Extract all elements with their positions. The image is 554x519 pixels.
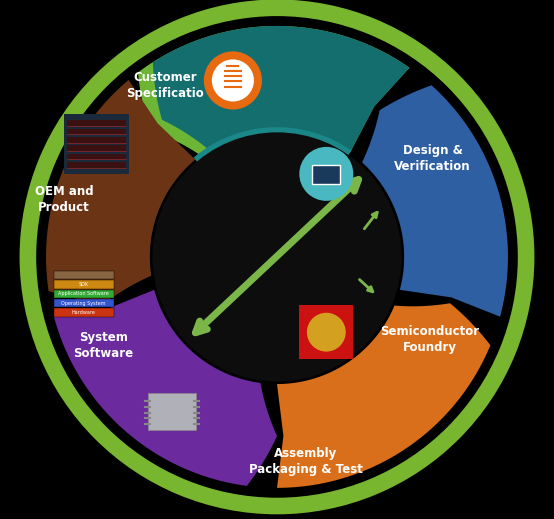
FancyBboxPatch shape	[299, 305, 353, 359]
Polygon shape	[362, 85, 508, 317]
Wedge shape	[19, 0, 535, 514]
Text: Hardware: Hardware	[71, 310, 96, 315]
Wedge shape	[193, 127, 351, 162]
FancyBboxPatch shape	[67, 137, 126, 143]
FancyBboxPatch shape	[54, 290, 114, 298]
FancyBboxPatch shape	[54, 280, 114, 289]
Circle shape	[152, 132, 402, 381]
FancyBboxPatch shape	[148, 393, 196, 430]
Polygon shape	[46, 80, 195, 303]
Polygon shape	[153, 26, 409, 153]
Text: OEM and
Product: OEM and Product	[35, 185, 94, 214]
FancyBboxPatch shape	[64, 114, 129, 174]
Text: Operating System: Operating System	[61, 301, 106, 306]
FancyBboxPatch shape	[67, 154, 126, 159]
FancyBboxPatch shape	[67, 120, 126, 126]
Text: Design &
Verification: Design & Verification	[394, 144, 471, 173]
Polygon shape	[54, 290, 277, 486]
Text: Customer
Specificatio: Customer Specificatio	[126, 71, 204, 100]
Text: Application Software: Application Software	[58, 291, 109, 296]
FancyBboxPatch shape	[54, 308, 114, 317]
FancyBboxPatch shape	[54, 299, 114, 307]
Circle shape	[206, 53, 260, 107]
Text: Assembly
Packaging & Test: Assembly Packaging & Test	[249, 447, 362, 476]
FancyBboxPatch shape	[54, 271, 114, 279]
Polygon shape	[277, 303, 490, 488]
FancyBboxPatch shape	[67, 129, 126, 134]
FancyBboxPatch shape	[67, 145, 126, 151]
Circle shape	[212, 59, 254, 102]
Circle shape	[307, 313, 346, 351]
Text: SDK: SDK	[79, 282, 89, 287]
Polygon shape	[138, 26, 409, 155]
FancyBboxPatch shape	[312, 165, 340, 184]
Text: System
Software: System Software	[73, 331, 133, 360]
FancyBboxPatch shape	[67, 162, 126, 168]
Circle shape	[299, 147, 353, 201]
Text: Semiconductor
Foundry: Semiconductor Foundry	[381, 325, 480, 354]
